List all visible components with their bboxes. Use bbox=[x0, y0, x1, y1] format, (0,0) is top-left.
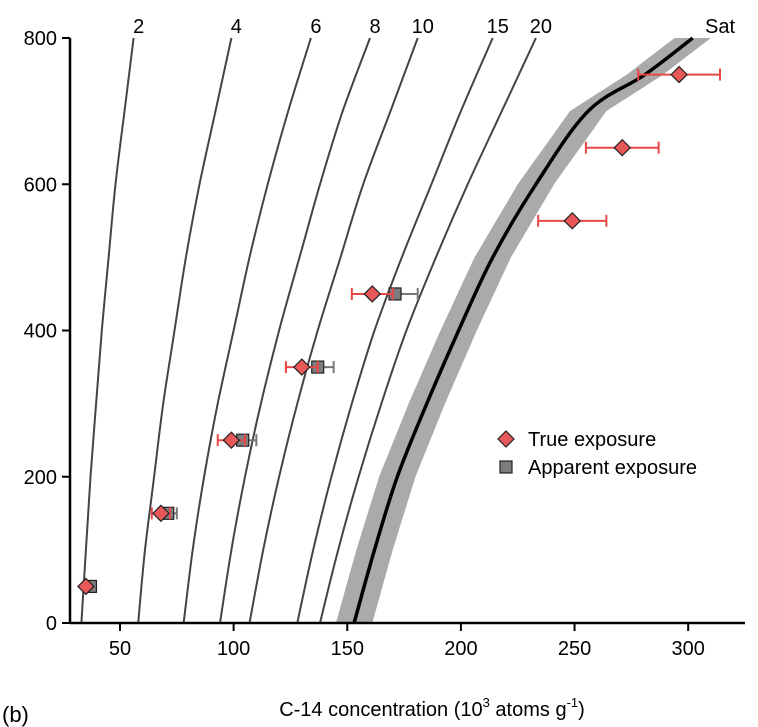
x-axis-title-suffix: ) bbox=[578, 699, 585, 721]
curve-label-8: 8 bbox=[369, 16, 380, 38]
exposure-curve-15 bbox=[296, 37, 494, 624]
curve-labels-layer: 2 4 6 8 10 15 20 Sat bbox=[133, 16, 735, 38]
x-axis-title-prefix: C-14 concentration (10 bbox=[279, 699, 482, 721]
x-tick-label: 100 bbox=[217, 638, 250, 660]
exposure-curve-20 bbox=[319, 37, 537, 624]
legend-marker-true-exposure bbox=[497, 430, 515, 448]
saturation-band-layer bbox=[335, 38, 711, 623]
curve-label-10: 10 bbox=[412, 16, 434, 38]
y-tick-label: 200 bbox=[24, 467, 57, 489]
exposure-curve-10 bbox=[248, 37, 419, 624]
x-tick-label: 250 bbox=[558, 638, 591, 660]
true-exposure-point bbox=[563, 211, 582, 230]
data-points-layer bbox=[77, 65, 721, 596]
true-exposure-point bbox=[292, 358, 311, 376]
legend-label-apparent-exposure: Apparent exposure bbox=[528, 457, 697, 479]
exposure-curve-8 bbox=[219, 37, 371, 624]
legend-marker-apparent-exposure-shape bbox=[499, 460, 513, 474]
exposure-curve-2 bbox=[80, 37, 135, 624]
y-tick-label: 800 bbox=[24, 28, 57, 50]
x-axis-title: C-14 concentration (103 atoms g-1) bbox=[279, 695, 585, 721]
true-exposure-point bbox=[152, 504, 170, 523]
y-tick-label: 600 bbox=[24, 174, 57, 196]
axes-layer: 0 200 400 600 800 50 100 150 200 250 300 bbox=[24, 28, 745, 660]
y-tick-label: 0 bbox=[46, 613, 57, 635]
y-tick-label: 400 bbox=[24, 321, 57, 343]
x-tick-label: 200 bbox=[444, 638, 477, 660]
true-exposure-point bbox=[222, 431, 241, 450]
panel-label: (b) bbox=[2, 702, 29, 727]
curve-label-20: 20 bbox=[530, 16, 552, 38]
x-axis-title-sup-2: -1 bbox=[567, 695, 579, 710]
saturation-uncertainty-band bbox=[335, 38, 711, 623]
curve-label-sat: Sat bbox=[705, 16, 735, 38]
exposure-curves-layer bbox=[80, 36, 694, 624]
legend-marker-true-exposure-shape bbox=[497, 430, 515, 448]
curve-label-4: 4 bbox=[231, 16, 242, 38]
curve-label-15: 15 bbox=[487, 16, 509, 38]
saturation-curve bbox=[352, 36, 694, 624]
exposure-curve-6 bbox=[182, 37, 312, 624]
legend-marker-apparent-exposure bbox=[499, 460, 513, 474]
legend-label-true-exposure: True exposure bbox=[528, 429, 656, 451]
x-axis-title-mid: atoms g bbox=[490, 699, 567, 721]
exposure-curve-4 bbox=[137, 37, 233, 624]
curve-label-6: 6 bbox=[310, 16, 321, 38]
x-tick-label: 150 bbox=[331, 638, 364, 660]
true-exposure-point bbox=[363, 285, 382, 303]
true-exposure-point bbox=[77, 577, 95, 596]
legend: True exposure Apparent exposure bbox=[497, 429, 697, 479]
x-tick-label: 300 bbox=[671, 638, 704, 660]
x-tick-label: 50 bbox=[109, 638, 131, 660]
x-axis-title-sup-1: 3 bbox=[483, 695, 490, 710]
true-exposure-point bbox=[613, 138, 632, 157]
true-exposure-point bbox=[670, 65, 688, 84]
curve-label-2: 2 bbox=[133, 16, 144, 38]
